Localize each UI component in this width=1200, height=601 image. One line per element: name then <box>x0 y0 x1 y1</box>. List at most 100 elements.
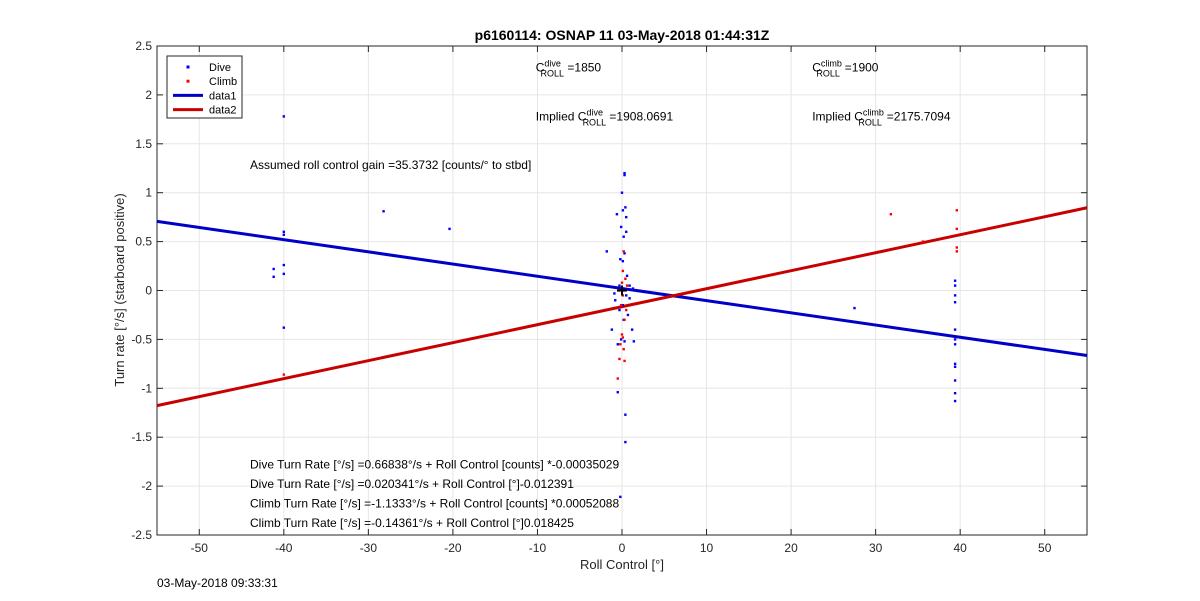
dive-point <box>619 225 623 229</box>
dive-point <box>623 173 626 177</box>
dive-point <box>623 252 626 255</box>
dive-point <box>953 365 957 368</box>
dive-point <box>625 294 628 297</box>
climb-point <box>625 308 628 312</box>
legend-label: Climb <box>209 76 237 88</box>
dive-point <box>623 171 626 175</box>
y-tick-label: 1 <box>145 186 152 200</box>
dive-point <box>621 303 625 307</box>
dive-point <box>621 259 625 263</box>
y-tick-label: -2 <box>141 479 152 493</box>
y-tick-label: 2 <box>145 88 152 102</box>
dive-point <box>622 235 625 238</box>
dive-point <box>953 294 957 297</box>
dive-point <box>953 328 957 331</box>
climb-point <box>889 213 893 216</box>
climb-point <box>619 303 623 307</box>
climb-point <box>955 209 958 212</box>
dive-point <box>624 440 627 444</box>
climb-point <box>622 347 625 351</box>
dive-point <box>624 206 627 209</box>
dive-point <box>282 272 286 276</box>
annotation-text: Dive Turn Rate [°/s] =0.020341°/s + Roll… <box>250 477 574 491</box>
dive-point <box>620 191 624 194</box>
climb-point <box>955 250 958 253</box>
coefficient-annotation: Cclimb ROLL =1900 <box>812 58 879 78</box>
dive-point <box>626 313 630 317</box>
annotation-text: Assumed roll control gain =35.3732 [coun… <box>250 158 531 172</box>
dive-point <box>614 299 617 302</box>
dive-point <box>272 275 275 279</box>
dive-point <box>448 227 451 231</box>
dive-point <box>610 328 614 331</box>
legend-label: Dive <box>209 62 231 74</box>
climb-point <box>621 269 625 273</box>
dive-point <box>953 399 957 403</box>
x-tick-label: -40 <box>275 541 293 555</box>
dive-point <box>605 250 608 253</box>
climb-point <box>921 240 925 243</box>
climb-point <box>955 227 958 231</box>
dive-point <box>272 267 275 271</box>
chart-title: p6160114: OSNAP 11 03-May-2018 01:44:31Z <box>475 27 770 43</box>
climb-point <box>955 246 958 249</box>
y-axis-label: Turn rate [°/s] (starboard positive) <box>112 193 127 386</box>
dive-point <box>632 340 636 343</box>
dive-point <box>953 301 957 304</box>
legend: Dive Climb data1 data2 <box>166 55 243 119</box>
y-tick-label: -1.5 <box>131 430 152 444</box>
dive-point <box>619 338 623 341</box>
y-tick-label: -0.5 <box>131 332 152 346</box>
y-tick-label: 0.5 <box>135 235 152 249</box>
dive-point <box>615 213 619 216</box>
dive-point <box>953 343 957 346</box>
climb-point <box>621 336 625 339</box>
dive-point <box>953 338 957 341</box>
x-axis-label: Roll Control [°] <box>580 557 664 572</box>
dive-point <box>853 306 856 310</box>
climb-point <box>624 277 627 280</box>
dive-point <box>625 274 629 278</box>
dive-point <box>628 297 631 300</box>
dive-point <box>624 413 627 416</box>
dive-point <box>382 210 385 213</box>
dive-point <box>630 328 634 331</box>
climb-point <box>625 284 629 287</box>
climb-point <box>282 373 286 376</box>
y-tick-label: -1 <box>141 381 152 395</box>
x-tick-label: -20 <box>444 541 462 555</box>
coefficient-annotation: Implied Cclimb ROLL =2175.7094 <box>812 107 951 127</box>
legend-point-swatch <box>186 79 190 83</box>
dive-point <box>282 263 286 267</box>
dive-point <box>953 284 957 287</box>
dive-point <box>282 233 286 236</box>
dive-point <box>631 287 635 290</box>
legend-label: data2 <box>209 105 237 117</box>
dive-point <box>616 343 619 346</box>
dive-point <box>613 292 616 295</box>
climb-point <box>622 250 625 253</box>
legend-label: data1 <box>209 90 237 102</box>
dive-point <box>953 362 957 366</box>
x-tick-label: 40 <box>954 541 968 555</box>
y-tick-label: 2.5 <box>135 39 152 53</box>
dive-point <box>282 230 286 234</box>
timestamp-label: 03-May-2018 09:33:31 <box>157 576 278 590</box>
annotation-text: Climb Turn Rate [°/s] =-1.1333°/s + Roll… <box>250 497 619 511</box>
dive-point <box>623 340 626 343</box>
data-points <box>272 115 958 499</box>
climb-point <box>618 357 621 361</box>
y-tick-label: 0 <box>145 284 152 298</box>
y-tick-label: 1.5 <box>135 137 152 151</box>
climb-point <box>620 333 624 336</box>
climb-point <box>623 318 626 322</box>
dive-point <box>282 326 286 329</box>
x-tick-label: -30 <box>360 541 378 555</box>
dive-point <box>625 215 628 219</box>
dive-point <box>953 279 957 282</box>
dive-point <box>628 284 631 287</box>
x-tick-label: 10 <box>700 541 714 555</box>
climb-point <box>623 359 626 363</box>
dive-point <box>625 230 628 234</box>
